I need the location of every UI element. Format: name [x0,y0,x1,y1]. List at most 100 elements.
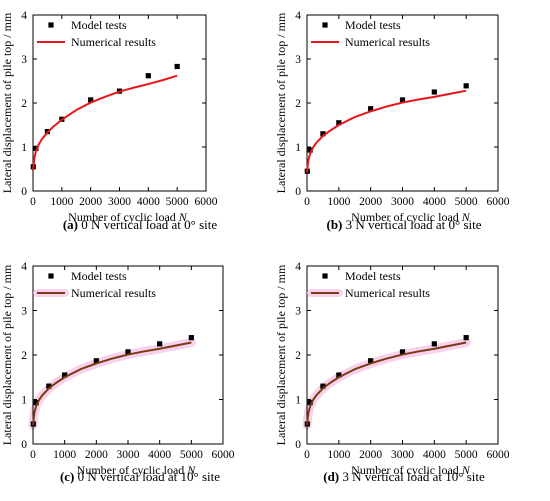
legend-entry: Numerical results [345,286,430,300]
x-tick-label: 0 [304,196,310,208]
panel-letter: (a) [63,217,78,232]
data-point-model-tests [33,400,39,406]
y-tick-label: 4 [295,261,301,273]
legend-entry: Numerical results [71,286,156,300]
y-axis-label: Lateral displacement of pile top / mm [274,264,288,445]
x-tick-label: 5000 [166,196,189,208]
y-tick-label: 2 [295,350,301,362]
y-tick-label: 4 [21,10,27,22]
y-axis-label: Lateral displacement of pile top / mm [274,12,288,193]
x-tick-label: 3000 [391,449,414,461]
x-axis-label-text: Number of cyclic load [351,210,459,224]
data-point-model-tests [88,97,94,103]
data-point-model-tests [368,106,374,112]
legend-entry: Numerical results [71,35,156,49]
series-line-numerical-results [306,89,467,173]
y-tick-label: 0 [295,186,301,198]
data-point-model-tests [174,63,180,70]
data-point-model-tests [188,335,194,341]
x-axis-label: Number of cyclic load N [77,463,197,477]
chart-panel-3: 0 1000 2000 3000 4000 5000 6000 0 1 2 3 4 Number of … [0,261,235,484]
x-tick-label: 6000 [487,449,510,461]
y-tick-label: 0 [21,186,27,198]
data-point-model-tests [62,372,68,378]
legend-entry: Model tests [345,18,401,32]
x-tick-label: 1000 [53,449,76,461]
panel-letter: (b) [326,217,342,232]
panel-caption-text: 3 N vertical load at 10° site [342,469,485,484]
x-tick-label: 6000 [195,196,218,208]
x-tick-label: 1000 [327,196,350,208]
series-line-numerical-results [32,341,192,426]
panel-caption: (d) 3 N vertical load at 10° site [323,469,485,484]
data-point-model-tests [368,358,374,364]
x-tick-label: 4000 [423,196,446,208]
y-tick-label: 1 [21,395,27,407]
x-axis-label-text: Number of cyclic load [77,463,185,477]
x-tick-label: 5000 [455,449,478,461]
y-tick-label: 2 [21,350,27,362]
x-tick-label: 3000 [391,196,414,208]
x-axis-variable: N [461,463,471,477]
data-point-model-tests [46,383,52,389]
data-point-model-tests [320,383,326,389]
x-axis-label: Number of cyclic load N [68,210,188,224]
data-point-model-tests [463,335,469,341]
x-axis-variable: N [178,210,188,224]
data-point-model-tests [307,147,313,153]
x-tick-label: 1000 [327,449,350,461]
legend-point-swatch [322,22,328,28]
data-point-model-tests [336,372,342,378]
x-tick-label: 4000 [423,449,446,461]
x-tick-label: 4000 [137,196,160,208]
x-axis-label-text: Number of cyclic load [68,210,176,224]
y-tick-label: 1 [21,142,27,154]
x-tick-label: 2000 [359,449,382,461]
y-tick-label: 3 [295,54,301,66]
y-tick-label: 2 [21,98,27,110]
data-point-model-tests [399,97,406,103]
panel-caption: (b) 3 N vertical load at 0° site [326,217,481,232]
x-axis-variable: N [186,463,196,477]
x-tick-label: 1000 [50,196,73,208]
chart-panel-2: 0 1000 2000 3000 4000 5000 6000 0 1 2 3 4 Number of … [274,10,510,232]
data-point-model-tests [320,131,326,137]
series-line-numerical-results [32,74,178,171]
x-tick-label: 4000 [148,449,171,461]
x-tick-label: 2000 [79,196,102,208]
y-tick-label: 3 [21,54,27,66]
y-tick-label: 4 [295,10,301,22]
data-point-model-tests [336,120,342,126]
legend-point-swatch [48,22,54,28]
x-tick-label: 2000 [85,449,108,461]
data-point-model-tests [125,349,131,355]
x-tick-label: 5000 [180,449,203,461]
data-point-model-tests [307,400,313,406]
x-axis-label: Number of cyclic load N [351,463,471,477]
series-band [28,338,196,430]
legend-entry: Model tests [71,18,127,32]
chart-panel-1: 0 1000 2000 3000 4000 5000 6000 0 1 2 3 4 Number of … [0,10,218,232]
y-tick-label: 4 [21,261,27,273]
panel-letter: (c) [60,469,74,484]
y-tick-label: 0 [295,439,301,451]
data-point-model-tests [431,89,437,95]
y-tick-label: 2 [295,98,301,110]
panel-caption-text: 3 N vertical load at 0° site [346,217,482,232]
panel-caption: (c) 0 N vertical load at 10° site [60,469,220,484]
x-axis-variable: N [461,210,471,224]
panel-letter: (d) [323,469,339,484]
y-tick-label: 3 [21,306,27,318]
data-point-model-tests [463,83,469,89]
x-tick-label: 0 [304,449,310,461]
data-point-model-tests [145,73,151,79]
series-line-numerical-results [306,341,467,426]
legend-entry: Model tests [71,269,127,283]
data-point-model-tests [431,341,437,347]
data-point-model-tests [33,145,39,151]
y-tick-label: 1 [295,395,301,407]
data-point-model-tests [157,341,163,347]
y-tick-label: 1 [295,142,301,154]
y-axis-label: Lateral displacement of pile top / mm [0,264,14,445]
x-axis-label-text: Number of cyclic load [351,463,459,477]
